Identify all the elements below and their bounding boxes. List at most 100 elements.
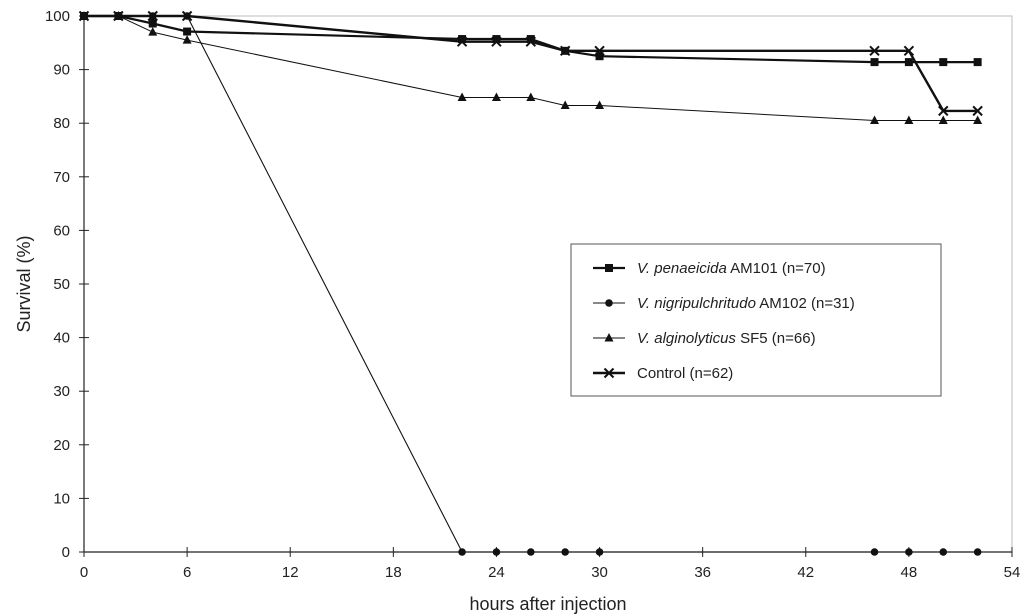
square-marker [870, 58, 879, 67]
square-marker [973, 58, 982, 67]
y-tick-label: 70 [53, 169, 70, 186]
triangle-marker [560, 100, 570, 110]
axes: 0 10 20 30 40 50 60 70 80 90 100 0 6 12 18 24 30 36 42 48 54 [45, 8, 1020, 581]
legend-label: V. penaeicida AM101 (n=70) [637, 260, 826, 277]
square-marker [148, 19, 157, 28]
y-tick-label: 80 [53, 115, 70, 132]
x-tick-label: 0 [80, 564, 88, 581]
legend-label: V. nigripulchritudo AM102 (n=31) [637, 295, 855, 312]
x-marker [181, 10, 193, 22]
square-marker [492, 35, 501, 44]
y-tick-label: 10 [53, 490, 70, 507]
x-marker-stroke [603, 367, 615, 379]
x-marker [869, 45, 880, 57]
series-layer [78, 10, 983, 556]
y-tick-label: 60 [53, 222, 70, 239]
circle-marker [870, 548, 879, 556]
x-marker [559, 45, 571, 57]
y-tick-label: 20 [53, 437, 70, 454]
circle-marker [905, 548, 913, 556]
circle-marker [605, 299, 613, 307]
triangle-marker [148, 27, 158, 36]
x-marker-stroke [594, 45, 605, 57]
x-marker [594, 45, 605, 57]
triangle-marker [938, 115, 948, 125]
square-marker [595, 52, 604, 61]
y-tick-label: 100 [45, 8, 70, 25]
square-marker [904, 58, 913, 67]
triangle-marker [604, 333, 614, 342]
y-tick-label: 30 [53, 383, 70, 400]
triangle-marker [973, 115, 983, 125]
x-tick-label: 30 [591, 564, 608, 581]
x-tick-label: 18 [385, 564, 402, 581]
legend-label-part: SF5 (n=66) [736, 330, 816, 347]
triangle-marker [870, 115, 880, 125]
circle-marker [492, 548, 501, 556]
x-marker [78, 10, 90, 22]
y-tick-label: 0 [62, 544, 70, 561]
legend-label-part: AM101 (n=70) [727, 260, 826, 277]
square-marker [458, 35, 467, 44]
x-tick-label: 36 [694, 564, 711, 581]
x-marker [972, 105, 983, 117]
x-marker-stroke [559, 45, 571, 57]
x-tick-label: 48 [901, 564, 918, 581]
x-marker [113, 10, 124, 22]
circle-marker [595, 548, 604, 556]
x-marker [903, 45, 915, 57]
x-marker-stroke [78, 10, 90, 22]
x-marker-stroke [181, 10, 193, 22]
x-tick-label: 24 [488, 564, 505, 581]
x-marker-stroke [938, 105, 949, 117]
legend-item: V. alginolyticus SF5 (n=66) [593, 330, 816, 347]
circle-marker [561, 548, 569, 556]
x-marker-stroke [113, 10, 124, 22]
y-axis-title: Survival (%) [14, 235, 34, 332]
circle-marker [939, 548, 948, 556]
circle-marker [973, 548, 982, 556]
triangle-marker [595, 100, 605, 110]
legend-label-part: Control (n=62) [637, 365, 733, 382]
square-marker [183, 27, 192, 36]
y-tick-label: 50 [53, 276, 70, 293]
x-marker-stroke [147, 10, 158, 22]
y-tick-label: 40 [53, 330, 70, 347]
x-tick-label: 6 [183, 564, 191, 581]
square-marker [526, 35, 535, 44]
triangle-marker [182, 35, 192, 44]
legend-label-part: V. penaeicida [637, 260, 727, 277]
circle-marker [527, 548, 535, 556]
legend-label-part: V. alginolyticus [637, 330, 736, 347]
triangle-marker [904, 115, 914, 125]
x-marker [938, 105, 949, 117]
x-marker [456, 36, 468, 47]
x-marker [147, 10, 158, 22]
legend: V. penaeicida AM101 (n=70) V. nigripulchr… [570, 243, 942, 397]
x-axis-title: hours after injection [469, 594, 626, 614]
triangle-marker [491, 92, 501, 101]
legend-label-part: AM102 (n=31) [756, 295, 855, 312]
square-marker [939, 58, 948, 67]
legend-item: Control (n=62) [593, 365, 733, 382]
triangle-marker [526, 92, 536, 101]
x-marker [525, 36, 537, 47]
legend-label: Control (n=62) [637, 365, 733, 382]
x-marker-stroke [903, 45, 915, 57]
x-tick-label: 54 [1004, 564, 1021, 581]
x-marker-stroke [456, 36, 468, 47]
x-marker [491, 36, 502, 47]
legend-item: V. nigripulchritudo AM102 (n=31) [593, 295, 855, 312]
x-tick-label: 42 [797, 564, 814, 581]
x-tick-label: 12 [282, 564, 299, 581]
legend-label-part: V. nigripulchritudo [637, 295, 756, 312]
legend-box [570, 243, 942, 397]
x-marker-stroke [491, 36, 502, 47]
x-marker [603, 367, 615, 379]
legend-item: V. penaeicida AM101 (n=70) [593, 260, 826, 277]
x-marker-stroke [525, 36, 537, 47]
square-marker [605, 264, 613, 272]
x-marker-stroke [972, 105, 983, 117]
